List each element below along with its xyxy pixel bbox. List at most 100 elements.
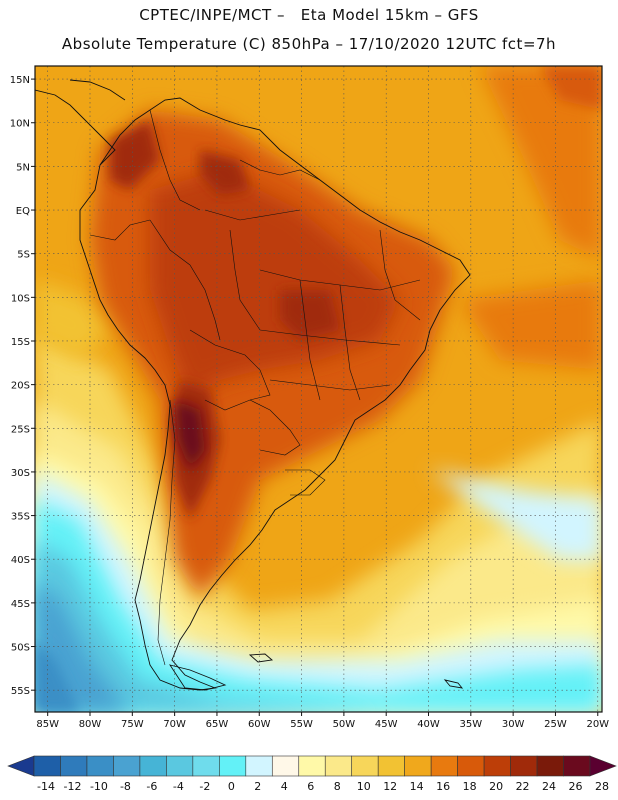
lat-tick-label: 45S: [11, 599, 30, 610]
colorbar-label: 14: [410, 780, 424, 793]
lon-tick-label: 60W: [248, 719, 271, 730]
falkland-islands: [248, 653, 274, 663]
field-continent-hotter: [150, 170, 400, 400]
colorbar-swatch: [457, 755, 485, 777]
colorbar-label: 20: [489, 780, 503, 793]
colorbar-swatch: [271, 755, 300, 777]
border-paraguay: [249, 399, 301, 456]
border-ecuador-peru: [89, 219, 151, 241]
colorbar-label: 26: [569, 780, 583, 793]
temperature-field: [35, 66, 602, 712]
field-warm-north-atlantic: [480, 66, 602, 260]
colorbar-label: -14: [37, 780, 55, 793]
lat-tick-label: 40S: [11, 555, 30, 566]
colorbar-swatch: [324, 755, 353, 777]
colorbar-swatch: [430, 755, 458, 777]
colorbar-label: -4: [173, 780, 184, 793]
lat-tick-label: 15N: [10, 75, 30, 86]
longitude-labels: 85W 80W 75W 70W 65W 60W 55W 50W 45W 40W 35W 30W 25W 2…: [36, 712, 609, 730]
colorbar-high-triangle: [589, 755, 617, 777]
field-central-brazil-core: [280, 290, 340, 340]
border-brazil-north: [204, 209, 301, 221]
lat-tick-label: 20S: [11, 381, 30, 392]
border-guianas: [239, 159, 321, 181]
colorbar-swatch: [536, 755, 564, 777]
colorbar-swatch: [166, 755, 194, 777]
lat-tick-label: 55S: [11, 686, 30, 697]
brazil-states-3: [339, 284, 361, 401]
latitude-labels: 15N 10N 5N EQ 5S 10S 15S 20S 25S 30S 35S 40S 45S 50S 5…: [10, 75, 35, 697]
lon-tick-label: 30W: [502, 719, 525, 730]
lon-tick-label: 50W: [333, 719, 356, 730]
colorbar-swatch: [192, 755, 220, 777]
colorbar-swatch: [404, 755, 432, 777]
map-title: CPTEC/INPE/MCT – Eta Model 15km – GFS: [139, 6, 479, 24]
colorbar-swatch: [86, 755, 114, 777]
field-band-0: [35, 540, 380, 712]
colorbar-swatch: [298, 755, 326, 777]
lon-tick-label: 70W: [163, 719, 186, 730]
field-venezuela-core: [200, 150, 250, 195]
field-band-4: [35, 470, 602, 712]
field-hottest-core: [175, 400, 205, 470]
lat-tick-label: 10S: [11, 293, 30, 304]
field-warm-central-atlantic: [460, 280, 602, 370]
border-chile-argentina: [157, 399, 176, 666]
brazil-states-7: [229, 229, 261, 331]
lon-tick-label: 55W: [290, 719, 313, 730]
map-frame: [34, 65, 603, 713]
colorbar-swatch: [377, 755, 405, 777]
south-georgia: [443, 679, 464, 689]
field-colombia-core: [110, 120, 160, 190]
lat-tick-label: 35S: [11, 512, 30, 523]
brazil-states-5: [269, 379, 391, 391]
colorbar-swatch: [139, 755, 167, 777]
colorbar-label: 12: [383, 780, 397, 793]
country-borders: [89, 109, 421, 666]
lon-tick-label: 35W: [460, 719, 483, 730]
colorbar-label: 10: [357, 780, 371, 793]
colorbar-label: 16: [436, 780, 450, 793]
colorbar-label: 0: [228, 780, 235, 793]
border-colombia-venezuela: [149, 109, 201, 211]
brazil-states-2: [299, 279, 321, 401]
colorbar-label: -8: [120, 780, 131, 793]
colorbar-label: 18: [463, 780, 477, 793]
lon-tick-label: 85W: [36, 719, 59, 730]
lat-tick-label: 30S: [11, 468, 30, 479]
tierra-del-fuego: [168, 664, 227, 691]
lon-tick-label: 25W: [544, 719, 567, 730]
colorbar-label: 4: [281, 780, 288, 793]
colorbar-swatch: [563, 755, 591, 777]
border-bolivia: [189, 329, 271, 411]
colorbar-label: 28: [595, 780, 609, 793]
colorbar-swatch: [60, 755, 88, 777]
colorbar-low-triangle: [7, 755, 35, 777]
colorbar-label: 2: [254, 780, 261, 793]
south-america-coast: [79, 97, 471, 691]
colorbar-swatch: [219, 755, 247, 777]
lat-tick-label: 5N: [16, 162, 30, 173]
field-band-minus8: [35, 640, 80, 712]
lat-tick-label: EQ: [16, 206, 30, 217]
field-cool-tongue: [430, 470, 602, 560]
lon-tick-label: 45W: [375, 719, 398, 730]
colorbar-label: -10: [90, 780, 108, 793]
colorbar-swatch: [510, 755, 538, 777]
lat-tick-label: 15S: [11, 337, 30, 348]
brazil-states-6: [379, 229, 421, 321]
lon-tick-label: 80W: [79, 719, 102, 730]
colorbar-swatch: [351, 755, 379, 777]
colorbar-swatch: [483, 755, 511, 777]
brazil-states-4: [259, 329, 401, 346]
coastlines: [35, 79, 471, 691]
lon-tick-label: 20W: [586, 719, 609, 730]
colorbar-swatch: [113, 755, 141, 777]
colorbar: -14 -12 -10 -8 -6 -4 -2 0 2 4 6 8 10 12 14 16 18 20 22 24 26…: [7, 755, 617, 793]
colorbar-label: -6: [146, 780, 157, 793]
colorbar-label: -2: [199, 780, 210, 793]
lat-tick-label: 25S: [11, 424, 30, 435]
central-america-coast: [35, 89, 116, 166]
colorbar-label: 6: [307, 780, 314, 793]
